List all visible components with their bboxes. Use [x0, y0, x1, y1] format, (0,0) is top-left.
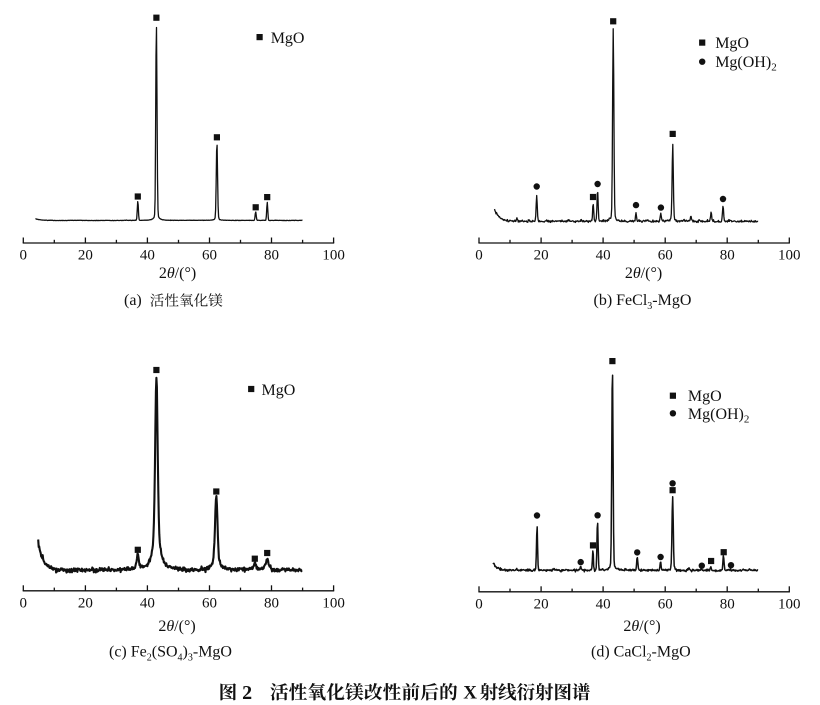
- svg-text:60: 60: [658, 597, 673, 613]
- svg-text:MgO: MgO: [262, 382, 296, 399]
- svg-text:100: 100: [778, 597, 801, 613]
- svg-text:80: 80: [264, 596, 279, 612]
- svg-text:MgO: MgO: [715, 35, 749, 52]
- svg-text:Mg(OH)2: Mg(OH)2: [688, 406, 750, 426]
- svg-text:Mg(OH)2: Mg(OH)2: [715, 54, 777, 74]
- svg-text:20: 20: [78, 596, 93, 612]
- svg-text:40: 40: [596, 597, 611, 613]
- svg-text:(b) FeCl3-MgO: (b) FeCl3-MgO: [594, 292, 692, 312]
- svg-text:80: 80: [264, 248, 279, 264]
- svg-text:2θ/(°): 2θ/(°): [625, 265, 662, 282]
- svg-text:0: 0: [20, 248, 28, 264]
- svg-text:2θ/(°): 2θ/(°): [623, 618, 660, 635]
- svg-text:2θ/(°): 2θ/(°): [158, 618, 195, 635]
- svg-text:40: 40: [596, 248, 611, 264]
- svg-text:40: 40: [140, 596, 155, 612]
- svg-text:2: 2: [242, 682, 252, 704]
- svg-text:2θ/(°): 2θ/(°): [159, 265, 196, 282]
- svg-text:(c) Fe2(SO4)3-MgO: (c) Fe2(SO4)3-MgO: [109, 643, 232, 663]
- svg-text:(a): (a): [124, 292, 142, 309]
- svg-text:(d) CaCl2-MgO: (d) CaCl2-MgO: [591, 643, 691, 663]
- svg-text:MgO: MgO: [271, 30, 305, 47]
- svg-text:100: 100: [778, 248, 801, 264]
- svg-text:20: 20: [78, 248, 93, 264]
- svg-text:0: 0: [475, 248, 483, 264]
- svg-text:20: 20: [534, 248, 549, 264]
- svg-text:0: 0: [20, 596, 28, 612]
- svg-text:MgO: MgO: [688, 388, 722, 405]
- svg-text:60: 60: [202, 596, 217, 612]
- svg-text:80: 80: [720, 248, 735, 264]
- svg-text:60: 60: [202, 248, 217, 264]
- svg-text:20: 20: [534, 597, 549, 613]
- svg-text:X: X: [463, 683, 477, 704]
- svg-text:60: 60: [658, 248, 673, 264]
- svg-text:100: 100: [322, 248, 345, 264]
- svg-text:100: 100: [322, 596, 345, 612]
- svg-text:40: 40: [140, 248, 155, 264]
- svg-text:0: 0: [475, 597, 483, 613]
- svg-text:80: 80: [720, 597, 735, 613]
